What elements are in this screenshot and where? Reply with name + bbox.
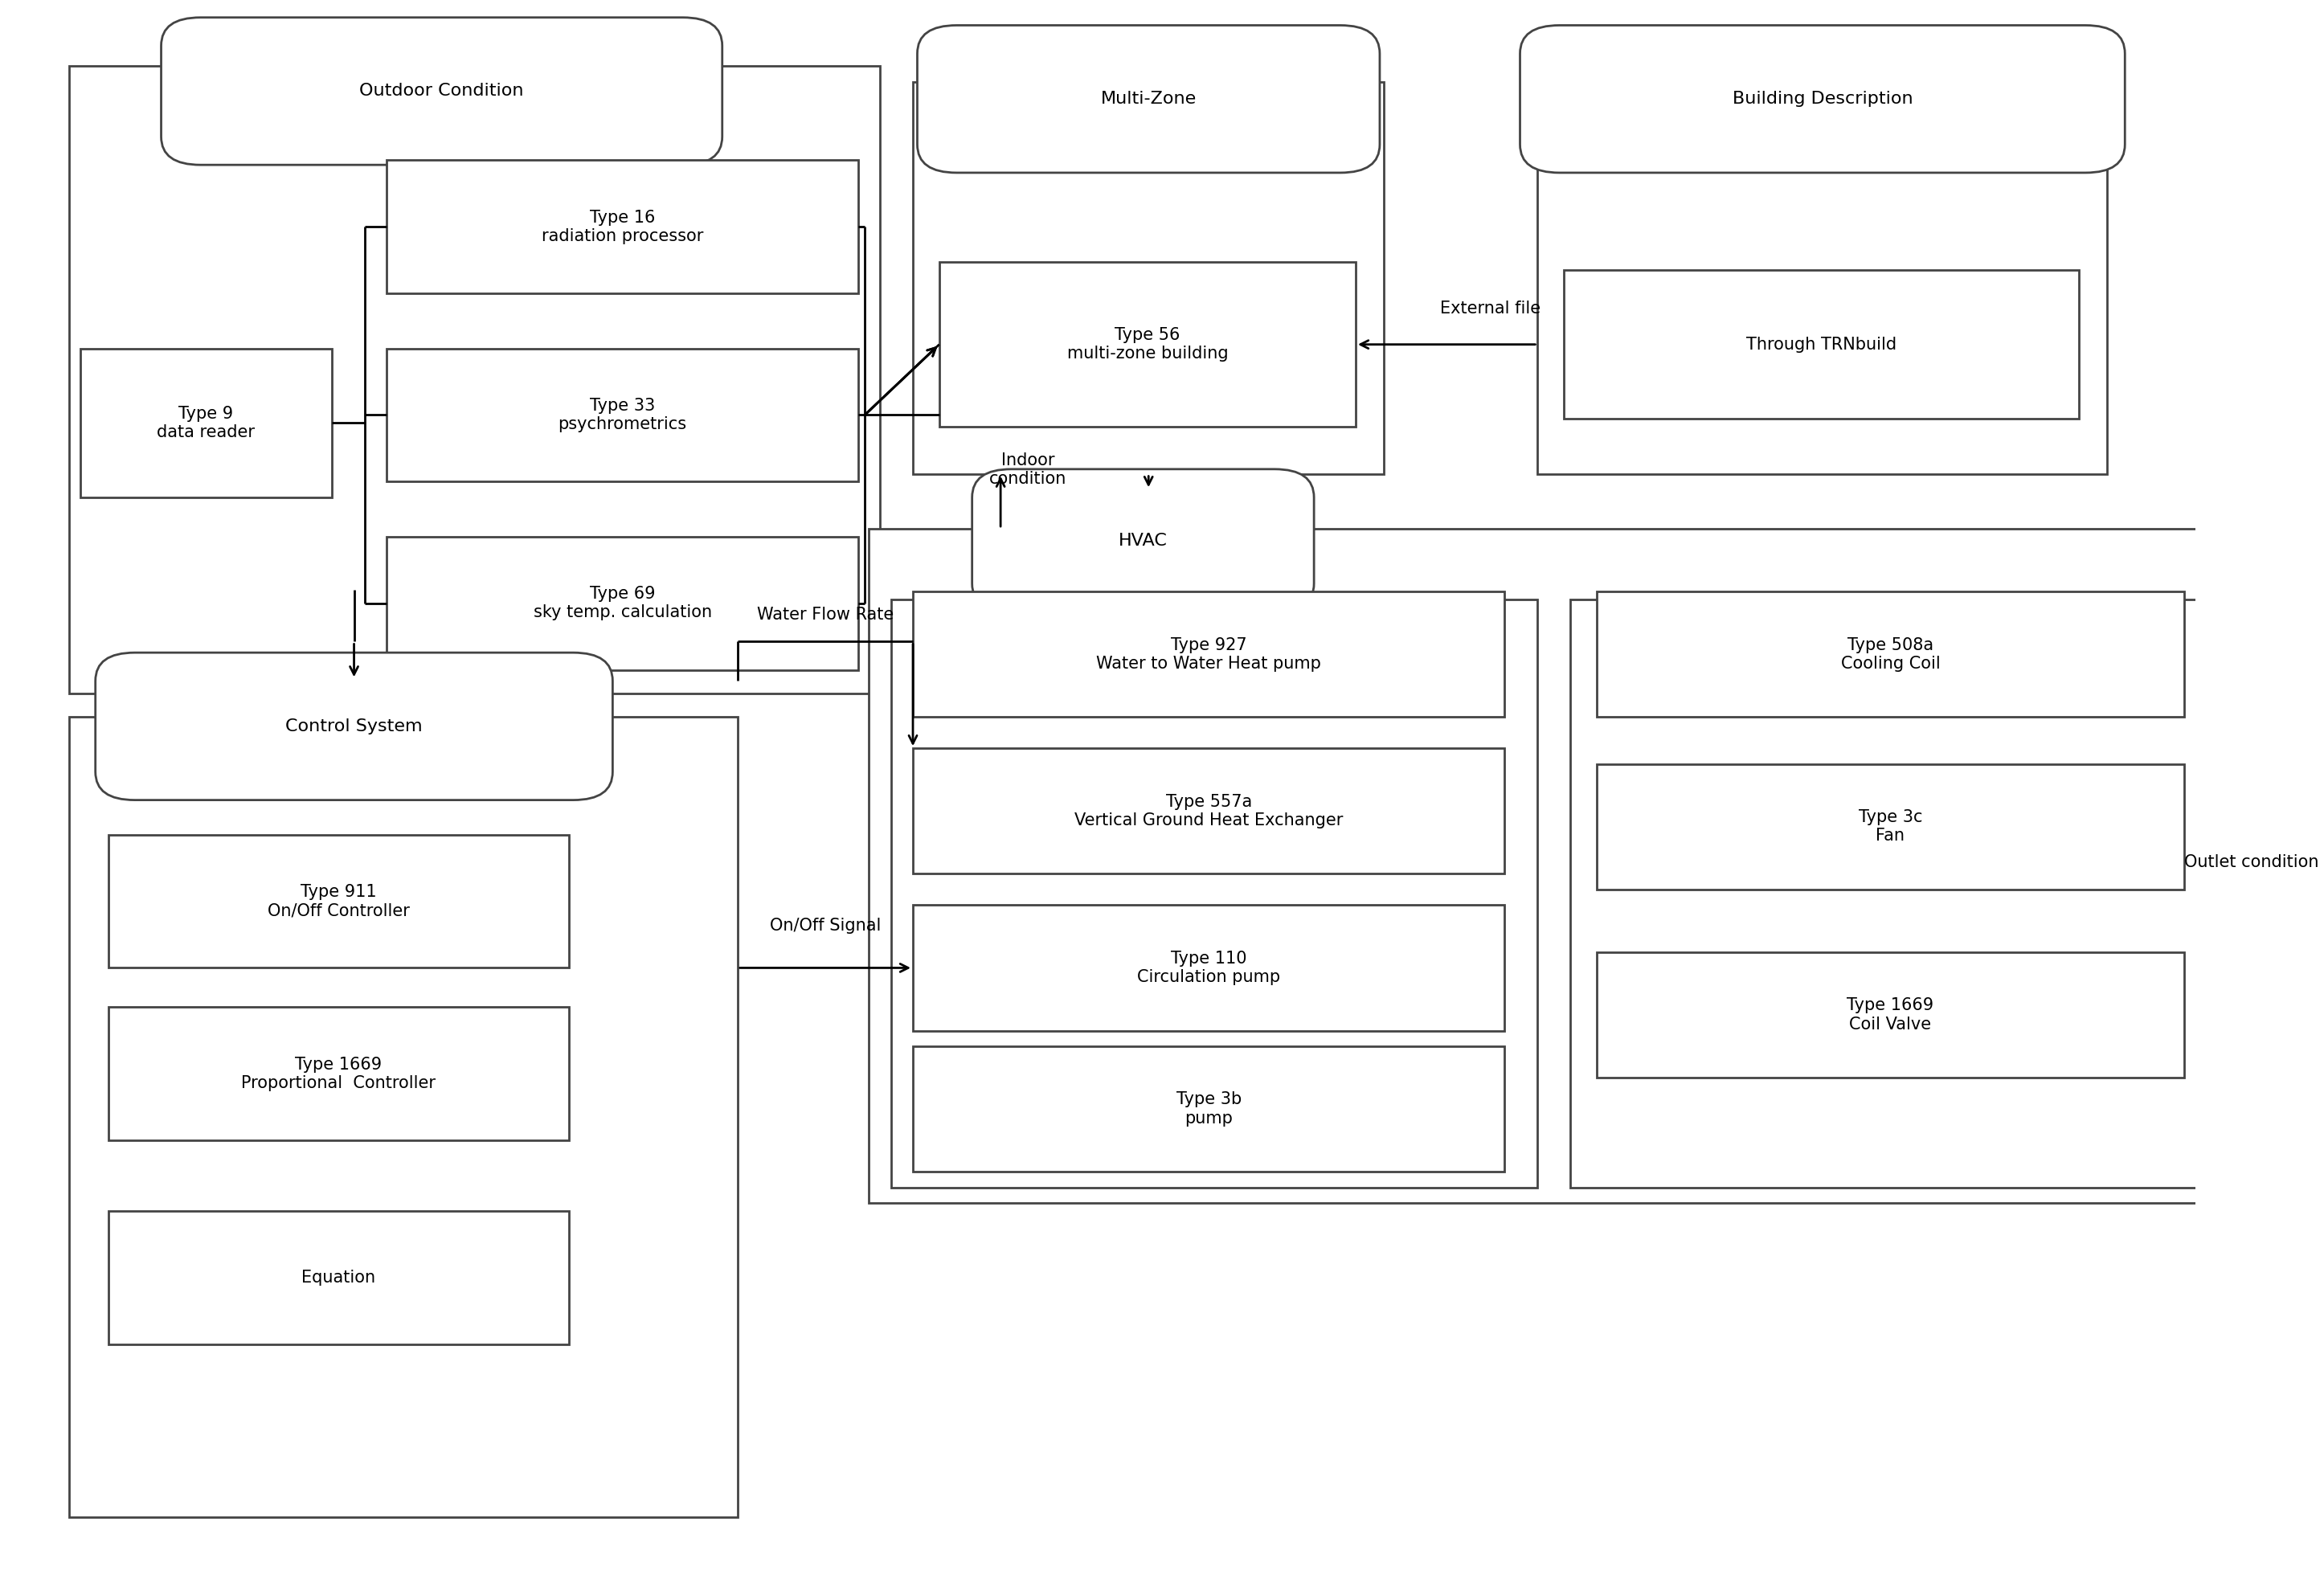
- Text: Type 3c
Fan: Type 3c Fan: [1859, 810, 1922, 844]
- Bar: [386, 348, 858, 482]
- Bar: [70, 66, 881, 693]
- FancyBboxPatch shape: [160, 17, 723, 165]
- Text: Type 33
psychrometrics: Type 33 psychrometrics: [558, 397, 688, 433]
- Text: Through TRNbuild: Through TRNbuild: [1745, 337, 1896, 353]
- Text: Type 927
Water to Water Heat pump: Type 927 Water to Water Heat pump: [1097, 636, 1322, 671]
- Bar: [913, 748, 1504, 874]
- Bar: [1597, 592, 2185, 717]
- Bar: [890, 600, 1538, 1188]
- Text: HVAC: HVAC: [1118, 532, 1167, 548]
- Bar: [79, 348, 332, 498]
- Text: Type 1669
Coil Valve: Type 1669 Coil Valve: [1848, 997, 1934, 1032]
- Text: Type 1669
Proportional  Controller: Type 1669 Proportional Controller: [242, 1057, 437, 1091]
- Text: Type 557a
Vertical Ground Heat Exchanger: Type 557a Vertical Ground Heat Exchanger: [1074, 794, 1343, 828]
- Bar: [70, 717, 737, 1517]
- Bar: [386, 161, 858, 293]
- Text: Multi-Zone: Multi-Zone: [1102, 91, 1197, 107]
- Text: Outlet condition: Outlet condition: [2185, 854, 2319, 869]
- Text: Type 9
data reader: Type 9 data reader: [158, 405, 256, 441]
- Bar: [1597, 764, 2185, 890]
- Text: Indoor
condition: Indoor condition: [990, 452, 1067, 487]
- Bar: [913, 1046, 1504, 1172]
- FancyBboxPatch shape: [95, 652, 614, 800]
- Text: Outdoor Condition: Outdoor Condition: [360, 83, 523, 99]
- Bar: [913, 82, 1385, 474]
- Bar: [1538, 82, 2108, 474]
- Bar: [109, 835, 569, 969]
- Bar: [1571, 600, 2217, 1188]
- Text: Type 110
Circulation pump: Type 110 Circulation pump: [1136, 950, 1281, 986]
- FancyBboxPatch shape: [918, 25, 1380, 173]
- Bar: [869, 529, 2238, 1203]
- Bar: [939, 261, 1355, 427]
- Bar: [109, 1211, 569, 1343]
- Bar: [913, 906, 1504, 1030]
- Text: Type 16
radiation processor: Type 16 radiation processor: [541, 209, 704, 244]
- Text: Water Flow Rate: Water Flow Rate: [758, 606, 895, 622]
- Text: Control System: Control System: [286, 718, 423, 734]
- FancyBboxPatch shape: [1520, 25, 2124, 173]
- Text: Type 69
sky temp. calculation: Type 69 sky temp. calculation: [532, 586, 711, 621]
- Text: Type 508a
Cooling Coil: Type 508a Cooling Coil: [1841, 636, 1941, 671]
- Bar: [109, 1006, 569, 1140]
- Text: Type 56
multi-zone building: Type 56 multi-zone building: [1067, 328, 1227, 362]
- Bar: [1564, 269, 2080, 419]
- Text: Type 3b
pump: Type 3b pump: [1176, 1091, 1241, 1126]
- Text: External file: External file: [1441, 301, 1541, 317]
- Bar: [386, 537, 858, 669]
- Text: Equation: Equation: [302, 1269, 376, 1285]
- Text: On/Off Signal: On/Off Signal: [769, 917, 881, 934]
- Bar: [1597, 953, 2185, 1077]
- Text: Building Description: Building Description: [1731, 91, 1913, 107]
- FancyBboxPatch shape: [971, 469, 1313, 611]
- Text: Type 911
On/Off Controller: Type 911 On/Off Controller: [267, 884, 409, 918]
- Bar: [913, 592, 1504, 717]
